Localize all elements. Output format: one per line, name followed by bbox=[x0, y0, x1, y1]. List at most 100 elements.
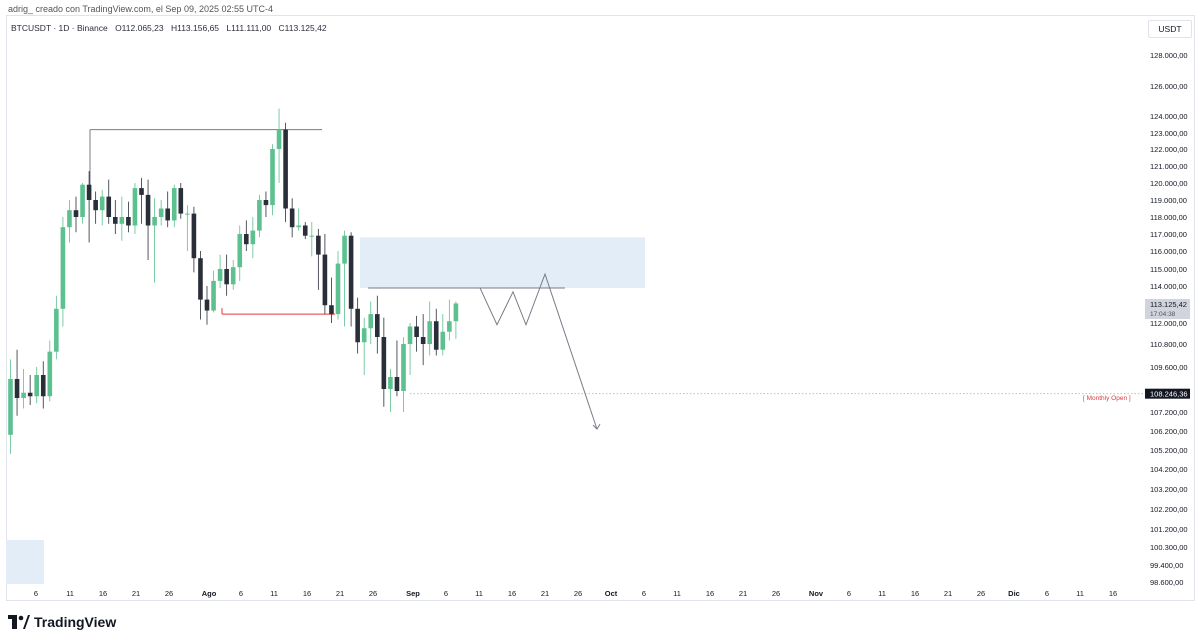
x-tick-label: 16 bbox=[508, 589, 516, 598]
candle-body bbox=[171, 188, 177, 221]
candle-body bbox=[361, 328, 367, 343]
x-tick-label: 21 bbox=[944, 589, 952, 598]
y-tick-label: 114.000,00 bbox=[1150, 282, 1187, 291]
candle-body bbox=[119, 217, 125, 224]
candle-body bbox=[40, 375, 46, 397]
candle-body bbox=[126, 217, 131, 226]
candle-body bbox=[158, 208, 164, 217]
ohlc-high: H113.156,65 bbox=[170, 23, 220, 33]
candle-body bbox=[257, 200, 262, 231]
candle-body bbox=[93, 200, 98, 211]
candle-body bbox=[375, 314, 380, 337]
candle-body bbox=[191, 213, 197, 259]
x-tick-label: 16 bbox=[706, 589, 714, 598]
y-tick-label: 110.800,00 bbox=[1150, 340, 1187, 349]
candle-body bbox=[348, 235, 354, 309]
candle-body bbox=[198, 258, 203, 300]
x-tick-label: 26 bbox=[369, 589, 377, 598]
candle-body bbox=[342, 235, 347, 264]
x-tick-label: Sep bbox=[406, 589, 420, 598]
candle-body bbox=[8, 379, 13, 435]
y-tick-label: 106.200,00 bbox=[1150, 427, 1188, 436]
countdown-timer: 17:04:38 bbox=[1150, 311, 1176, 318]
x-tick-label: 16 bbox=[99, 589, 107, 598]
y-tick-label: 126.000,00 bbox=[1150, 82, 1188, 91]
candle-body bbox=[244, 234, 249, 245]
tradingview-logo[interactable]: TradingView bbox=[8, 612, 116, 632]
candle-body bbox=[217, 269, 223, 281]
x-tick-label: 26 bbox=[165, 589, 173, 598]
range-marker bbox=[6, 540, 44, 584]
x-tick-label: 21 bbox=[336, 589, 344, 598]
candle-body bbox=[420, 337, 426, 344]
y-tick-label: 99.400,00 bbox=[1150, 561, 1183, 570]
candle-body bbox=[447, 321, 452, 332]
candle-body bbox=[80, 184, 85, 217]
candle-body bbox=[276, 129, 282, 149]
x-tick-label: Ago bbox=[202, 589, 217, 598]
candle-body bbox=[185, 213, 190, 215]
candle-body bbox=[453, 303, 459, 322]
y-tick-label: 115.000,00 bbox=[1150, 265, 1187, 274]
candle-body bbox=[178, 188, 184, 214]
candle-body bbox=[47, 351, 53, 397]
candle-body bbox=[407, 326, 413, 344]
monthly-open-value: 108.246,36 bbox=[1150, 390, 1188, 399]
chart-caption: adrig_ creado con TradingView.com, el Se… bbox=[8, 4, 273, 14]
currency-selector[interactable]: USDT bbox=[1148, 20, 1192, 38]
x-tick-label: 11 bbox=[475, 589, 483, 598]
candle-body bbox=[368, 314, 374, 329]
x-tick-label: 21 bbox=[739, 589, 747, 598]
symbol-label[interactable]: BTCUSDT · 1D · Binance bbox=[11, 23, 108, 33]
y-tick-label: 104.200,00 bbox=[1150, 465, 1188, 474]
x-tick-label: 16 bbox=[911, 589, 919, 598]
x-tick-label: 6 bbox=[1045, 589, 1049, 598]
candle-body bbox=[73, 210, 79, 217]
tradingview-logo-icon bbox=[8, 615, 30, 629]
candle-body bbox=[270, 149, 275, 206]
x-tick-label: 6 bbox=[239, 589, 243, 598]
candle-body bbox=[27, 392, 33, 397]
x-tick-label: 11 bbox=[673, 589, 681, 598]
candle-body bbox=[322, 254, 328, 306]
ohlc-low: L111.111,00 bbox=[226, 23, 272, 33]
candle-body bbox=[335, 263, 341, 315]
candle-body bbox=[263, 200, 269, 206]
candle-body bbox=[329, 305, 334, 315]
candle-body bbox=[60, 227, 66, 309]
candle-body bbox=[289, 208, 295, 228]
supply-zone bbox=[360, 237, 645, 288]
candle-body bbox=[14, 379, 20, 398]
candle-body bbox=[237, 234, 243, 268]
x-tick-label: Oct bbox=[605, 589, 618, 598]
ohlc-close: C113.125,42 bbox=[278, 23, 327, 33]
candle-body bbox=[302, 225, 308, 236]
candle-body bbox=[381, 337, 387, 389]
y-tick-label: 124.000,00 bbox=[1150, 112, 1188, 121]
projection-arrowhead bbox=[592, 423, 601, 430]
y-tick-label: 123.000,00 bbox=[1150, 129, 1188, 138]
y-tick-label: 116.000,00 bbox=[1150, 247, 1187, 256]
candle-body bbox=[204, 299, 210, 311]
symbol-info: BTCUSDT · 1D · Binance O112.065,23 H113.… bbox=[11, 23, 332, 33]
candle-body bbox=[67, 210, 72, 228]
y-tick-label: 102.200,00 bbox=[1150, 505, 1188, 514]
candle-body bbox=[440, 331, 446, 350]
projection-path bbox=[479, 272, 598, 430]
candle-body bbox=[139, 188, 144, 195]
x-tick-label: 26 bbox=[977, 589, 985, 598]
x-tick-label: 11 bbox=[1076, 589, 1084, 598]
monthly-open-label: [ Monthly Open ] bbox=[1083, 395, 1131, 402]
candle-body bbox=[230, 267, 236, 285]
y-tick-label: 118.000,00 bbox=[1150, 213, 1187, 222]
candle-body bbox=[296, 225, 301, 228]
y-tick-label: 119.000,00 bbox=[1150, 196, 1187, 205]
candle-body bbox=[388, 377, 393, 389]
x-tick-label: 6 bbox=[444, 589, 448, 598]
x-tick-label: Dic bbox=[1008, 589, 1020, 598]
candle-body bbox=[401, 344, 406, 391]
candle-body bbox=[427, 321, 432, 344]
y-tick-label: 122.000,00 bbox=[1150, 145, 1188, 154]
candle-body bbox=[99, 196, 105, 211]
